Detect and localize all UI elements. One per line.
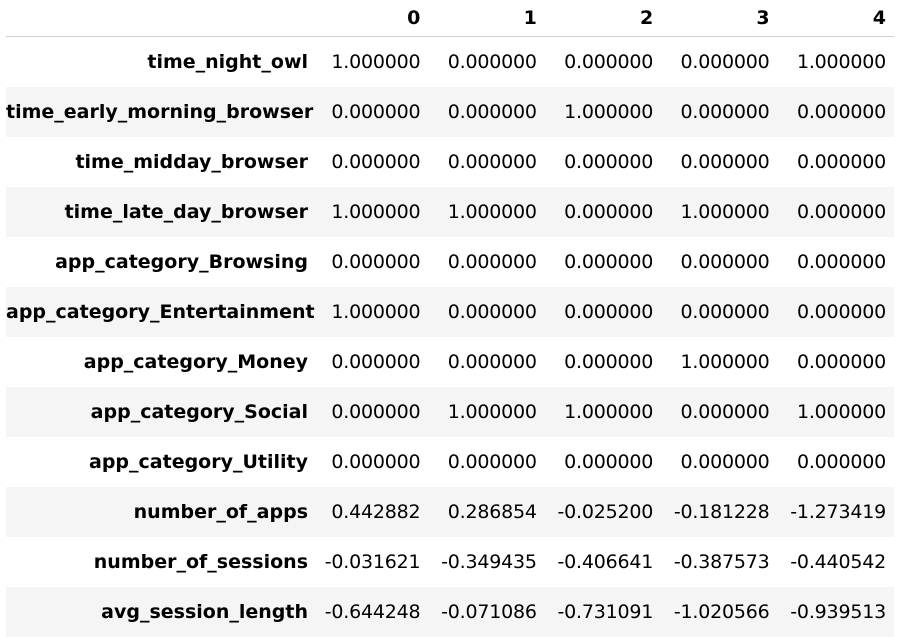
table-row: number_of_sessions -0.031621 -0.349435 -… — [6, 536, 894, 587]
table-row: app_category_Entertainment 1.000000 0.00… — [6, 286, 894, 337]
column-header: 1 — [428, 0, 545, 37]
table-row: app_category_Browsing 0.000000 0.000000 … — [6, 236, 894, 287]
column-header: 0 — [312, 0, 429, 37]
table-cell: 1.000000 — [331, 200, 421, 223]
column-header: 2 — [544, 0, 662, 37]
table-cell: 0.000000 — [796, 100, 886, 123]
row-label: time_early_morning_browser — [6, 100, 314, 123]
table-cell: 0.000000 — [796, 450, 886, 473]
table-cell: 0.000000 — [331, 150, 421, 173]
table-cell: 0.000000 — [796, 200, 886, 223]
table-cell: 0.000000 — [331, 350, 421, 373]
row-label: time_midday_browser — [75, 150, 309, 173]
table-cell: 0.000000 — [447, 250, 537, 273]
row-label: app_category_Social — [90, 400, 309, 423]
table-cell: 0.000000 — [680, 100, 770, 123]
table-row: time_night_owl 1.000000 0.000000 0.00000… — [6, 36, 894, 87]
table-body: time_night_owl 1.000000 0.000000 0.00000… — [6, 36, 894, 637]
table-cell: 1.000000 — [564, 400, 654, 423]
table-cell: 0.442882 — [331, 500, 421, 523]
table-cell: 0.000000 — [680, 450, 770, 473]
table-row: time_late_day_browser 1.000000 1.000000 … — [6, 186, 894, 237]
table-cell: 1.000000 — [796, 50, 886, 73]
table-cell: -0.025200 — [557, 500, 654, 523]
row-label: app_category_Utility — [89, 450, 309, 473]
table-row: app_category_Social 0.000000 1.000000 1.… — [6, 386, 894, 437]
table-cell: 0.000000 — [680, 50, 770, 73]
table-cell: 1.000000 — [447, 400, 537, 423]
table-cell: 0.000000 — [796, 250, 886, 273]
table-cell: 0.000000 — [564, 350, 654, 373]
index-header-cell — [6, 0, 313, 37]
table-row: app_category_Money 0.000000 0.000000 0.0… — [6, 336, 894, 387]
table-cell: 1.000000 — [680, 200, 770, 223]
table-cell: -0.731091 — [557, 600, 654, 623]
table-cell: 0.000000 — [447, 150, 537, 173]
table-cell: 0.000000 — [680, 150, 770, 173]
row-label: time_late_day_browser — [64, 200, 309, 223]
table-cell: 0.000000 — [680, 300, 770, 323]
table-cell: 0.000000 — [564, 150, 654, 173]
table-cell: -0.644248 — [324, 600, 421, 623]
row-label: time_night_owl — [147, 50, 309, 73]
table-cell: 0.000000 — [796, 300, 886, 323]
table-cell: 0.000000 — [447, 50, 537, 73]
table-cell: 0.286854 — [447, 500, 537, 523]
table-cell: 0.000000 — [447, 450, 537, 473]
table-cell: 1.000000 — [331, 300, 421, 323]
table-cell: 0.000000 — [796, 150, 886, 173]
table-row: app_category_Utility 0.000000 0.000000 0… — [6, 436, 894, 487]
table-row: time_early_morning_browser 0.000000 0.00… — [6, 86, 894, 137]
row-label: app_category_Entertainment — [6, 300, 315, 323]
table-cell: 0.000000 — [564, 200, 654, 223]
table-cell: -0.406641 — [557, 550, 654, 573]
table-cell: 0.000000 — [331, 400, 421, 423]
table-cell: -0.939513 — [790, 600, 886, 623]
table-cell: 1.000000 — [447, 200, 537, 223]
table-row: avg_session_length -0.644248 -0.071086 -… — [6, 586, 894, 637]
table-cell: 1.000000 — [331, 50, 421, 73]
dataframe-table: 0 1 2 3 4 time_night_owl 1.000000 0.0000… — [6, 0, 894, 637]
row-label: number_of_sessions — [93, 550, 309, 573]
table-cell: 0.000000 — [564, 250, 654, 273]
column-header: 3 — [661, 0, 778, 37]
column-header: 4 — [777, 0, 894, 37]
table-cell: 0.000000 — [447, 300, 537, 323]
row-label: number_of_apps — [133, 500, 309, 523]
table-cell: -0.181228 — [673, 500, 770, 523]
table-cell: 0.000000 — [564, 50, 654, 73]
row-label: avg_session_length — [101, 600, 309, 623]
table-cell: 0.000000 — [796, 350, 886, 373]
table-cell: -0.440542 — [790, 550, 886, 573]
table-cell: 1.000000 — [796, 400, 886, 423]
table-cell: 0.000000 — [331, 100, 421, 123]
table-cell: -0.387573 — [673, 550, 770, 573]
table-cell: 0.000000 — [331, 450, 421, 473]
table-cell: 0.000000 — [680, 400, 770, 423]
table-cell: -0.349435 — [441, 550, 537, 573]
row-label: app_category_Browsing — [55, 250, 309, 273]
table-cell: 0.000000 — [680, 250, 770, 273]
table-cell: 0.000000 — [331, 250, 421, 273]
table-cell: -1.020566 — [673, 600, 770, 623]
table-cell: 0.000000 — [564, 450, 654, 473]
table-cell: 0.000000 — [564, 300, 654, 323]
table-cell: 0.000000 — [447, 350, 537, 373]
table-cell: 1.000000 — [564, 100, 654, 123]
table-cell: -1.273419 — [790, 500, 886, 523]
table-cell: -0.031621 — [324, 550, 421, 573]
table-row: number_of_apps 0.442882 0.286854 -0.0252… — [6, 486, 894, 537]
table-cell: 0.000000 — [447, 100, 537, 123]
table-cell: 1.000000 — [680, 350, 770, 373]
table-row: time_midday_browser 0.000000 0.000000 0.… — [6, 136, 894, 187]
table-header: 0 1 2 3 4 — [6, 0, 894, 37]
header-row: 0 1 2 3 4 — [6, 0, 894, 37]
row-label: app_category_Money — [83, 350, 309, 373]
table-cell: -0.071086 — [441, 600, 537, 623]
